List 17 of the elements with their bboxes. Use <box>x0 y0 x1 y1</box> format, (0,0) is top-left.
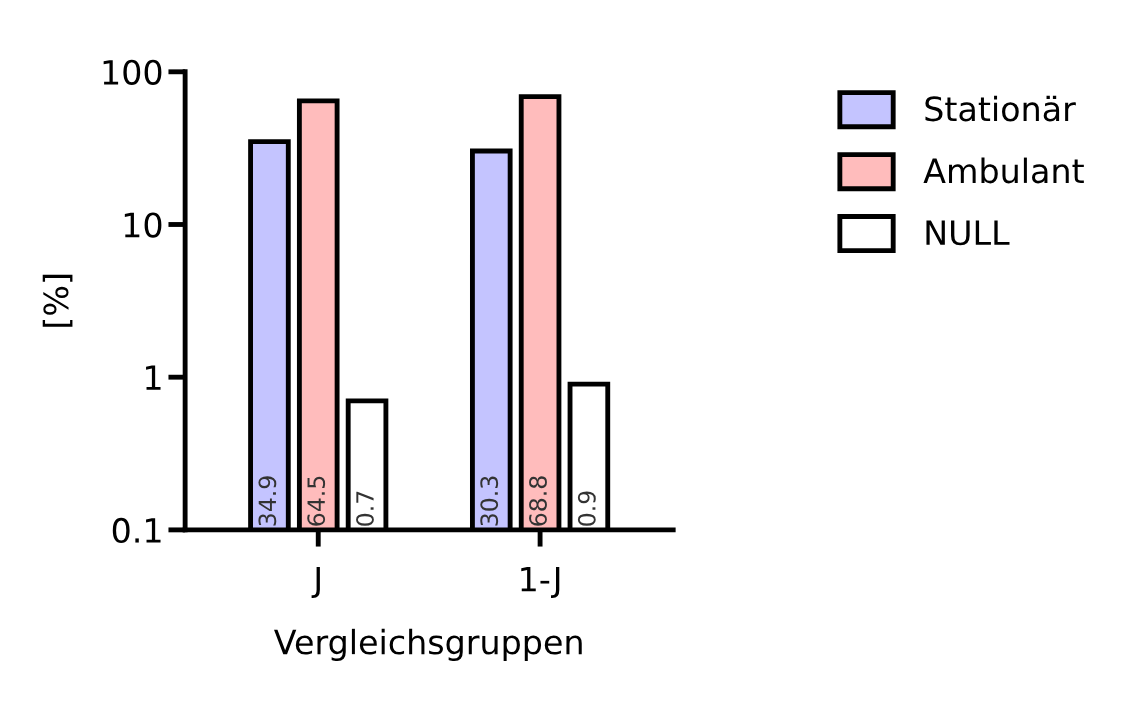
legend-label: Stationär <box>925 95 1076 122</box>
data-label: 34.9 <box>258 476 277 526</box>
data-label: 0.9 <box>577 491 596 526</box>
y-axis-title: [%] <box>42 274 73 327</box>
data-label: 30.3 <box>480 476 499 526</box>
legend-label: NULL <box>926 220 1010 246</box>
data-label: 0.7 <box>356 491 374 526</box>
y-tick-label: 10 <box>124 212 162 238</box>
y-tick-label: 100 <box>103 59 162 85</box>
y-tick-label: 0.1 <box>112 517 161 544</box>
x-tick-label: 1-J <box>521 567 560 598</box>
data-label: 68.8 <box>529 476 547 526</box>
x-tick-label: J <box>311 567 320 598</box>
x-axis-title: Vergleichsgruppen <box>274 628 582 662</box>
data-label: 64.5 <box>307 476 326 526</box>
legend-label: Ambulant <box>923 157 1084 184</box>
y-tick-label: 1 <box>146 365 161 390</box>
